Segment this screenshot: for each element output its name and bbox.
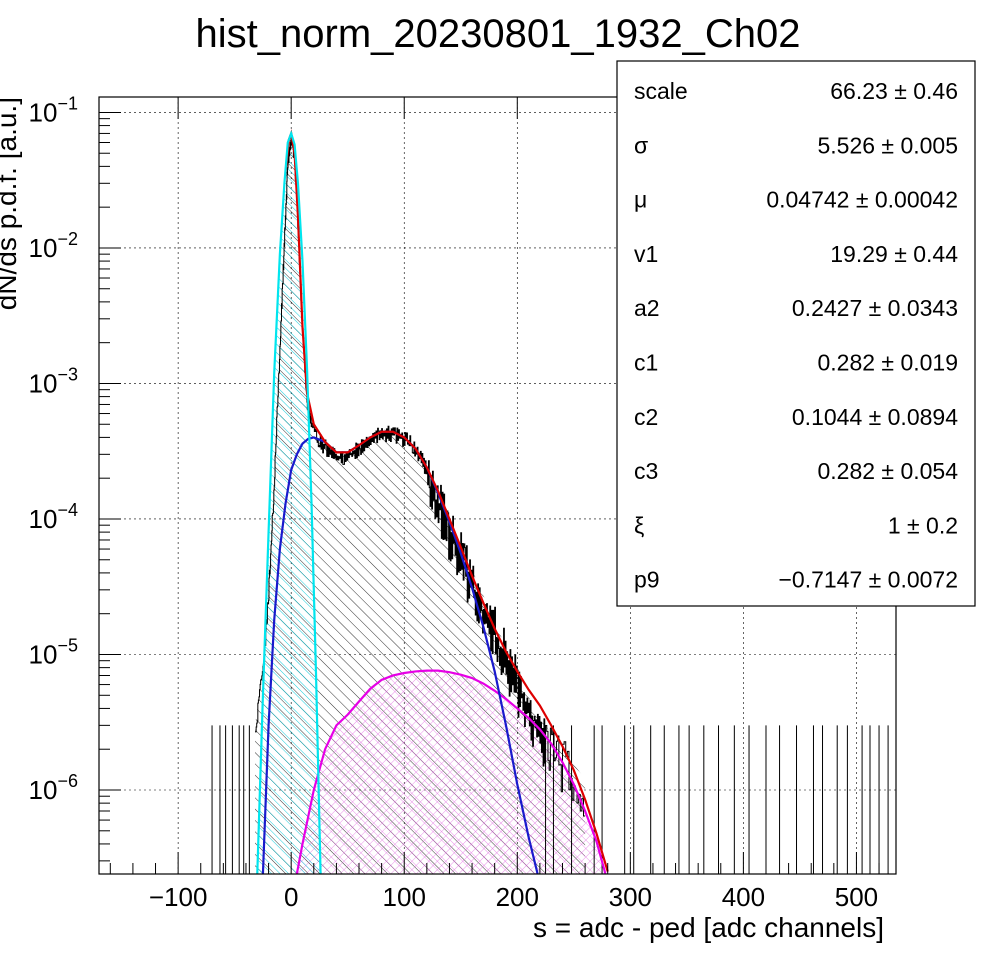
stats-param-value: 66.23 ± 0.46 <box>830 78 958 104</box>
pedestal-curve <box>256 130 322 874</box>
stats-param-name: v1 <box>634 241 658 267</box>
stats-param-value: 0.2427 ± 0.0343 <box>792 295 958 321</box>
stats-param-value: 5.526 ± 0.005 <box>817 132 958 158</box>
chart-title: hist_norm_20230801_1932_Ch02 <box>196 12 801 56</box>
stats-param-name: c1 <box>634 350 658 376</box>
fit-stats-box: scale 66.23 ± 0.46 σ 5.526 ± 0.005 μ 0.04742 … <box>616 60 976 607</box>
x-tick-label: 200 <box>496 882 539 912</box>
stats-param-value: 19.29 ± 0.44 <box>830 241 958 267</box>
stats-param-value: −0.7147 ± 0.0072 <box>778 567 958 593</box>
y-tick-label: 10−6 <box>29 771 78 805</box>
stats-param-value: 0.282 ± 0.019 <box>817 350 958 376</box>
y-tick-label: 10−5 <box>29 635 78 669</box>
stats-param-name: p9 <box>634 567 660 593</box>
x-tick-label: −100 <box>149 882 208 912</box>
data-histogram-outline <box>255 132 586 817</box>
x-axis-label: s = adc - ped [adc channels] <box>533 912 884 943</box>
x-axis: −100 0 100 200 300 400 500 <box>109 97 880 912</box>
stats-param-name: c3 <box>634 458 658 484</box>
two-particle-curve <box>295 669 607 874</box>
data-histogram-fill <box>255 133 586 874</box>
y-tick-label: 10−2 <box>29 229 78 263</box>
stats-param-name: a2 <box>634 295 660 321</box>
stats-param-value: 1 ± 0.2 <box>888 512 958 538</box>
component-fills <box>255 133 606 874</box>
x-tick-label: 500 <box>835 882 878 912</box>
stats-param-name: scale <box>634 78 688 104</box>
two-particle-fill-b <box>296 670 606 874</box>
stats-param-value: 0.1044 ± 0.0894 <box>792 404 958 430</box>
y-tick-label: 10−1 <box>29 93 78 127</box>
fit-curves <box>255 129 609 874</box>
stats-box-frame <box>616 60 976 607</box>
y-tick-label: 10−3 <box>29 364 78 398</box>
stats-param-name: μ <box>634 187 647 213</box>
stats-param-name: σ <box>634 132 648 158</box>
x-tick-label: 300 <box>609 882 652 912</box>
stats-param-name: ξ <box>634 512 644 538</box>
stats-param-name: c2 <box>634 404 658 430</box>
x-tick-label: 100 <box>383 882 426 912</box>
y-axis-label: dN/ds p.d.f. [a.u.] <box>0 97 22 310</box>
stats-param-value: 0.04742 ± 0.00042 <box>766 187 958 213</box>
y-tick-label: 10−4 <box>29 500 78 534</box>
x-tick-label: 0 <box>284 882 298 912</box>
x-tick-label: 400 <box>722 882 765 912</box>
total-fit-curve <box>284 129 609 872</box>
stats-param-value: 0.282 ± 0.054 <box>817 458 958 484</box>
y-axis: 10−1 10−2 10−3 10−4 10−5 10−6 <box>29 93 121 862</box>
